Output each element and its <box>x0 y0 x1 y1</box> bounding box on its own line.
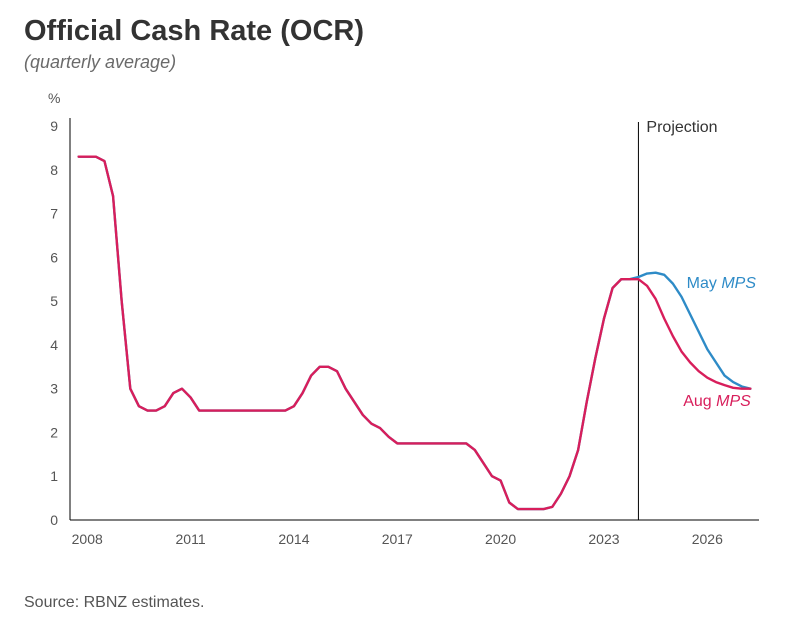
x-tick-label: 2014 <box>278 531 309 547</box>
x-tick-label: 2017 <box>382 531 413 547</box>
chart-subtitle: (quarterly average) <box>24 52 769 73</box>
x-tick-label: 2011 <box>176 531 206 547</box>
y-tick-label: 0 <box>50 512 58 528</box>
y-tick-label: 4 <box>50 337 58 353</box>
series-label-may_mps: May MPS <box>687 275 757 292</box>
chart-title: Official Cash Rate (OCR) <box>24 16 769 48</box>
y-tick-label: 9 <box>50 118 58 134</box>
series-label-aug_mps: Aug MPS <box>683 393 751 410</box>
y-tick-label: 2 <box>50 424 58 440</box>
y-unit-label: % <box>48 90 60 106</box>
y-tick-label: 6 <box>50 249 58 265</box>
y-tick-label: 5 <box>50 293 58 309</box>
x-tick-label: 2020 <box>485 531 516 547</box>
source-text: Source: RBNZ estimates. <box>24 594 205 612</box>
x-tick-label: 2026 <box>692 531 723 547</box>
y-tick-label: 8 <box>50 162 58 178</box>
y-tick-label: 1 <box>50 468 58 484</box>
series-aug_mps <box>79 157 751 509</box>
x-tick-label: 2023 <box>588 531 619 547</box>
x-tick-label: 2008 <box>72 531 103 547</box>
series-may_mps <box>79 157 751 509</box>
projection-label: Projection <box>646 119 717 136</box>
line-chart: 0 1 2 3 4 5 6 7 8 9 2008 2011 2014 2017 2020 2023 2026 Pr… <box>24 90 769 570</box>
y-tick-label: 7 <box>50 206 58 222</box>
chart-container: % 0 1 2 3 4 5 6 7 8 9 2008 2011 2014 2017 2020 2023 2026… <box>24 90 769 570</box>
y-tick-label: 3 <box>50 381 58 397</box>
